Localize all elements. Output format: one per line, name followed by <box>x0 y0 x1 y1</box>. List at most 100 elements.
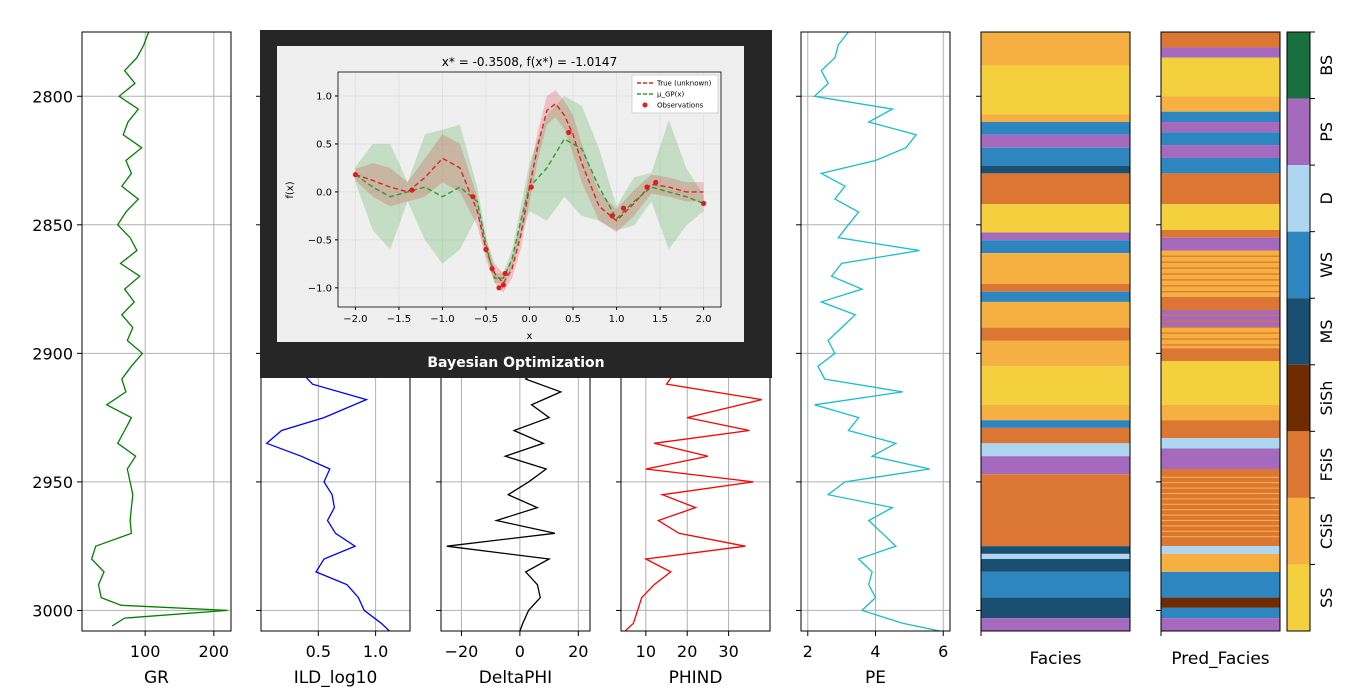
facies-stripe <box>1161 519 1280 522</box>
bo-observation-point <box>700 200 707 207</box>
colorbar-label: CSiS <box>1317 513 1336 549</box>
bo-ytick-label: 1.0 <box>316 91 332 102</box>
track-pe: 2 4 6 PE <box>796 31 951 688</box>
facies-layer-D <box>981 553 1130 560</box>
facies-layer-WS <box>981 571 1130 598</box>
facies-layer-MS <box>981 559 1130 572</box>
facies-layer-PS <box>1161 145 1280 158</box>
colorbar-swatch-BS <box>1287 32 1310 99</box>
bo-ytick-label: 0.5 <box>316 139 332 150</box>
facies-layer-MS <box>981 546 1130 554</box>
log-curve-phind <box>624 365 762 632</box>
facies-stripe <box>1161 297 1280 299</box>
facies-layer-FSiS <box>1161 348 1280 362</box>
facies-layer-FSiS <box>1161 469 1280 547</box>
facies-stripe <box>1161 255 1280 257</box>
bo-legend-marker <box>642 102 648 108</box>
facies-layer-CSiS <box>1161 96 1280 112</box>
bo-legend-label: μ_GP(x) <box>657 91 684 99</box>
facies-frame <box>980 31 1131 632</box>
facies-track-facies: Facies <box>976 31 1131 669</box>
colorbar-label: WS <box>1317 252 1336 278</box>
bo-observation-point <box>483 246 489 253</box>
bo-observation-point <box>566 129 572 136</box>
facies-tracks: Facies Pred_Facies <box>976 31 1281 669</box>
depth-tick-label: 3000 <box>32 601 73 620</box>
track-xlabel: DeltaPHI <box>479 668 552 688</box>
tick-label: 2 <box>803 642 813 661</box>
bo-observation-point <box>644 184 650 190</box>
colorbar-swatch-WS <box>1287 231 1310 299</box>
track-xlabel: PHIND <box>669 668 723 688</box>
track-frame <box>800 31 951 632</box>
facies-stripe <box>1161 285 1280 287</box>
colorbar-label: BS <box>1317 55 1336 76</box>
facies-layer-FSiS <box>981 427 1130 444</box>
colorbar-swatch-D <box>1287 165 1310 232</box>
bo-observation-point <box>620 205 627 211</box>
bo-xtick-label: 1.5 <box>652 314 668 325</box>
facies-layer-FSiS <box>1161 229 1280 238</box>
facies-layer-CSiS <box>1161 553 1280 572</box>
colorbar-label: SS <box>1317 588 1336 608</box>
facies-stripe <box>1161 267 1280 269</box>
facies-stripe <box>1161 492 1280 495</box>
facies-stripe <box>1161 314 1280 316</box>
bo-xtick-label: 0.0 <box>522 314 538 325</box>
facies-colorbar: BS PS D WS MS SiSh FSiS CSiS SS <box>1286 31 1336 632</box>
bo-legend-label: True (unknown) <box>656 80 712 88</box>
facies-layer-FSiS <box>981 283 1130 292</box>
facies-layer-D <box>1161 438 1280 449</box>
bo-xtick-label: −0.5 <box>474 314 498 325</box>
bo-observation-point <box>653 179 659 185</box>
tick-label: −20 <box>445 642 479 661</box>
bo-xtick-label: −1.5 <box>387 314 411 325</box>
facies-layer-FSiS <box>1161 173 1280 205</box>
facies-layer-CSiS <box>981 301 1130 328</box>
facies-stripe <box>1161 279 1280 281</box>
colorbar-swatch-FSiS <box>1287 431 1310 498</box>
facies-layer-CSiS <box>981 404 1130 421</box>
tick-label: 1.0 <box>363 642 388 661</box>
facies-layer-WS <box>1161 607 1280 619</box>
facies-stripe <box>1161 291 1280 293</box>
facies-layer-WS <box>981 420 1130 428</box>
facies-stripe <box>1161 332 1280 334</box>
bo-observation-point <box>470 194 476 200</box>
facies-stripe <box>1161 344 1280 346</box>
facies-stripe <box>1161 273 1280 275</box>
facies-stripe <box>1161 514 1280 516</box>
colorbar-swatch-SiSh <box>1287 364 1310 432</box>
bo-observation-point <box>489 266 495 272</box>
bo-ytick-label: −0.5 <box>308 235 332 246</box>
bo-ytick-label: −1.0 <box>308 283 332 294</box>
track-xlabel: PE <box>865 668 886 688</box>
tick-label: 200 <box>199 642 230 661</box>
bo-xtick-label: 2.0 <box>696 314 712 325</box>
colorbar-label: D <box>1317 192 1336 204</box>
track-xlabel: GR <box>144 668 169 688</box>
facies-layer-PS <box>981 232 1130 241</box>
facies-layer-SS <box>1161 57 1280 97</box>
facies-layer-PS <box>1161 618 1280 631</box>
facies-stripe <box>1161 320 1280 322</box>
facies-stripe <box>1161 338 1280 340</box>
facies-stripe <box>1161 482 1280 484</box>
facies-layer-WS <box>981 147 1130 166</box>
facies-stripe <box>1161 350 1280 352</box>
log-curve-gr <box>90 31 228 627</box>
track-xlabel: ILD_log10 <box>294 668 378 688</box>
facies-layer-PS <box>981 618 1130 631</box>
facies-layer-FSiS <box>981 474 1130 547</box>
log-curve-ild <box>265 365 390 632</box>
track-gr: 100 200 GR 2800 2850 2900 2950 3000 <box>32 31 232 688</box>
facies-stripe <box>1161 503 1280 505</box>
colorbar-swatch-SS <box>1287 564 1310 631</box>
overlay-caption: Bayesian Optimization <box>427 355 604 371</box>
facies-stripe <box>1161 302 1280 305</box>
track-frame <box>81 31 232 632</box>
facies-layer-FSiS <box>981 173 1130 205</box>
facies-layer-SS <box>981 366 1130 405</box>
facies-stripe <box>1161 261 1280 263</box>
bo-observation-point <box>502 270 508 277</box>
